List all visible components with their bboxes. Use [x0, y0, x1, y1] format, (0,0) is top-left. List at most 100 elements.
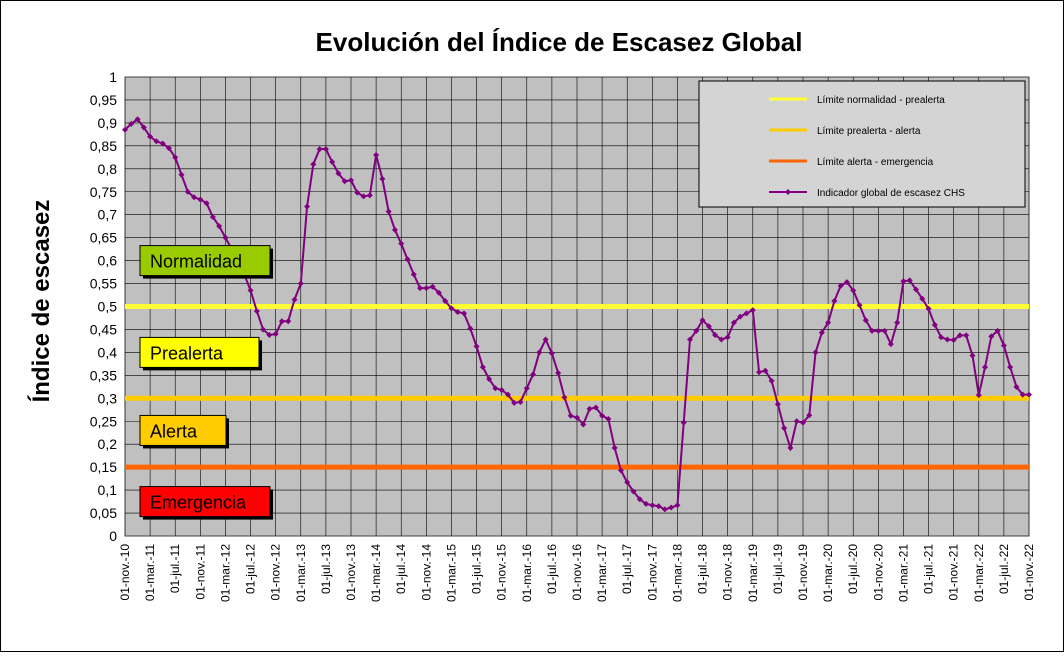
data-point: [429, 283, 436, 290]
x-tick-label: 01-nov.-22: [1022, 544, 1036, 601]
zone-label-text: Emergencia: [150, 493, 247, 513]
data-point: [712, 331, 719, 338]
x-tick-label: 01-jul.-20: [846, 544, 860, 594]
legend-entry-label: Límite normalidad - prealerta: [817, 95, 945, 106]
data-point: [994, 327, 1001, 334]
data-point: [191, 194, 198, 201]
y-tick-label: 0,4: [98, 344, 118, 360]
data-point: [806, 412, 813, 419]
data-point: [461, 310, 467, 317]
x-tick-label: 01-mar.-19: [746, 544, 760, 602]
data-point: [875, 327, 882, 334]
data-point: [360, 193, 367, 200]
data-point: [184, 188, 191, 195]
data-point: [705, 323, 712, 330]
x-tick-label: 01-nov.-13: [344, 544, 358, 601]
data-point: [756, 369, 763, 376]
data-point: [687, 336, 693, 343]
data-point: [417, 285, 424, 292]
data-point: [887, 341, 894, 348]
data-point: [668, 504, 675, 511]
data-point: [379, 175, 386, 182]
x-tick-labels: 01-nov.-10 01-mar.-11 01-jul.-11 01-nov.-11…: [118, 544, 1036, 602]
data-point: [818, 329, 825, 336]
y-tick-label: 0,95: [90, 92, 117, 108]
data-point: [511, 399, 518, 406]
x-tick-label: 01-mar.-13: [294, 544, 308, 602]
data-point: [197, 196, 204, 203]
x-tick-label: 01-jul.-22: [997, 544, 1011, 594]
data-point: [743, 310, 750, 317]
x-tick-label: 01-nov.-19: [796, 544, 810, 601]
data-point: [661, 506, 668, 513]
data-point: [586, 405, 593, 412]
x-tick-label: 01-jul.-14: [394, 544, 408, 594]
data-point: [1007, 364, 1014, 371]
x-tick-label: 01-jul.-19: [771, 544, 785, 594]
data-point: [617, 467, 624, 474]
data-point: [762, 367, 769, 374]
y-tick-label: 0,15: [90, 459, 117, 475]
x-tick-label: 01-jul.-17: [620, 544, 634, 594]
x-tick-label: 01-nov.-12: [269, 544, 283, 601]
data-point: [624, 479, 631, 486]
data-point: [172, 154, 179, 161]
data-point: [894, 319, 901, 326]
data-point: [322, 146, 329, 153]
y-tick-labels: 0 0,05 0,1 0,15 0,2 0,25 0,3 0,35 0,4 0,45 0,5 0,55…: [90, 69, 117, 544]
data-point: [548, 350, 555, 357]
x-tick-label: 01-jul.-15: [470, 544, 484, 594]
data-point: [536, 349, 543, 356]
data-point: [203, 200, 210, 207]
x-tick-label: 01-nov.-11: [193, 544, 207, 600]
data-point: [900, 278, 907, 285]
data-point: [178, 171, 185, 178]
x-tick-label: 01-mar.-12: [218, 544, 232, 602]
data-point: [630, 488, 637, 495]
y-tick-label: 0,25: [90, 413, 117, 429]
legend-entry-label: Límite prealerta - alerta: [817, 126, 921, 137]
data-point: [467, 325, 474, 332]
data-point: [391, 226, 398, 233]
data-point: [988, 333, 995, 340]
data-point: [693, 327, 700, 334]
data-point: [216, 223, 223, 230]
data-point: [655, 503, 662, 510]
data-point: [304, 203, 311, 210]
data-point: [944, 336, 951, 343]
x-tick-label: 01-jul.-12: [244, 544, 258, 594]
y-axis-label: Índice de escasez: [27, 200, 55, 403]
x-tick-label: 01-mar.-14: [369, 544, 383, 602]
data-point: [574, 414, 580, 421]
data-point: [611, 444, 618, 451]
data-point: [1000, 342, 1007, 349]
data-point: [404, 256, 411, 263]
data-point: [982, 364, 989, 371]
x-tick-label: 01-jul.-13: [319, 544, 333, 594]
data-point: [247, 287, 254, 294]
data-point: [486, 376, 493, 383]
data-point: [398, 240, 405, 247]
data-point: [567, 412, 574, 419]
data-point: [310, 161, 317, 168]
y-tick-label: 0,85: [90, 138, 117, 154]
data-point: [1026, 391, 1032, 398]
data-point: [636, 496, 643, 503]
data-point: [316, 146, 323, 153]
data-point: [348, 177, 354, 184]
data-point: [774, 401, 781, 408]
data-point: [931, 321, 938, 328]
data-point: [649, 502, 656, 509]
y-tick-label: 0,7: [98, 207, 118, 223]
data-point: [580, 421, 587, 428]
data-point: [730, 319, 737, 326]
data-point: [800, 419, 806, 426]
data-point: [479, 364, 486, 371]
x-tick-label: 01-jul.-21: [922, 544, 936, 594]
legend: Límite normalidad - prealerta Límite prea…: [698, 80, 1026, 208]
legend-entry-label: Indicador global de escasez CHS: [817, 188, 965, 199]
legend-box: [698, 80, 1026, 208]
data-point: [599, 412, 606, 419]
y-tick-label: 0,8: [98, 161, 118, 177]
